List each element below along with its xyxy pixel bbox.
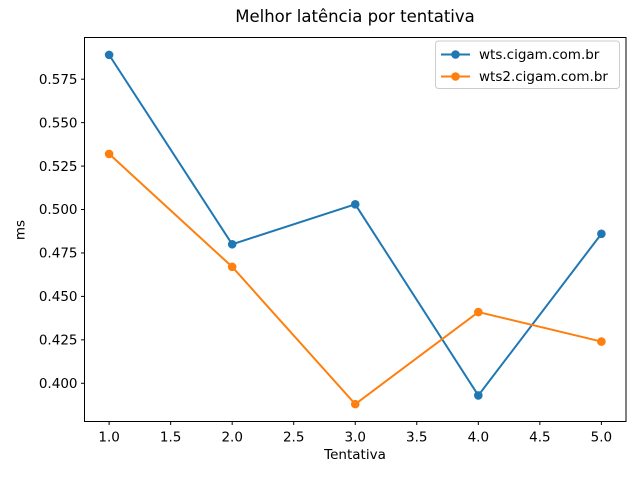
x-tick-label: 1.0 xyxy=(98,430,119,446)
y-tick-label: 0.400 xyxy=(39,376,78,392)
legend-label: wts.cigam.com.br xyxy=(479,47,600,63)
legend-marker-sample xyxy=(451,50,460,59)
data-point-marker xyxy=(104,50,114,60)
data-point-marker xyxy=(104,149,114,159)
data-point-marker xyxy=(227,262,237,272)
legend-marker-sample xyxy=(451,72,460,81)
x-tick-label: 1.5 xyxy=(160,430,181,446)
data-point-marker xyxy=(474,391,483,400)
data-point-marker xyxy=(597,337,606,346)
x-axis-label: Tentativa xyxy=(324,447,386,463)
x-tick-label: 5.0 xyxy=(591,430,612,446)
y-tick-label: 0.575 xyxy=(39,72,78,88)
chart-title: Melhor latência por tentativa xyxy=(235,7,475,26)
y-tick-label: 0.425 xyxy=(39,333,78,349)
x-tick-label: 2.0 xyxy=(221,430,242,446)
data-point-marker xyxy=(597,229,606,239)
legend-label: wts2.cigam.com.br xyxy=(479,69,608,85)
x-tick-label: 4.5 xyxy=(529,430,550,446)
y-tick-label: 0.500 xyxy=(39,202,78,218)
x-tick-label: 4.0 xyxy=(468,430,489,446)
y-axis-label: ms xyxy=(12,219,29,241)
data-point-marker xyxy=(350,399,360,409)
data-point-marker xyxy=(227,239,237,249)
data-point-marker xyxy=(474,307,483,317)
y-tick-label: 0.525 xyxy=(39,159,78,175)
legend-box xyxy=(435,40,620,89)
series-line-1 xyxy=(108,153,602,406)
data-point-marker xyxy=(350,200,360,209)
plot-border xyxy=(84,37,627,422)
y-tick-label: 0.450 xyxy=(39,289,78,305)
x-tick-label: 2.5 xyxy=(283,430,304,446)
y-tick-label: 0.550 xyxy=(39,115,78,131)
series-line-0 xyxy=(108,54,603,398)
y-tick-label: 0.475 xyxy=(39,246,78,262)
x-tick-label: 3.5 xyxy=(406,430,427,446)
x-tick-label: 3.0 xyxy=(345,430,366,446)
